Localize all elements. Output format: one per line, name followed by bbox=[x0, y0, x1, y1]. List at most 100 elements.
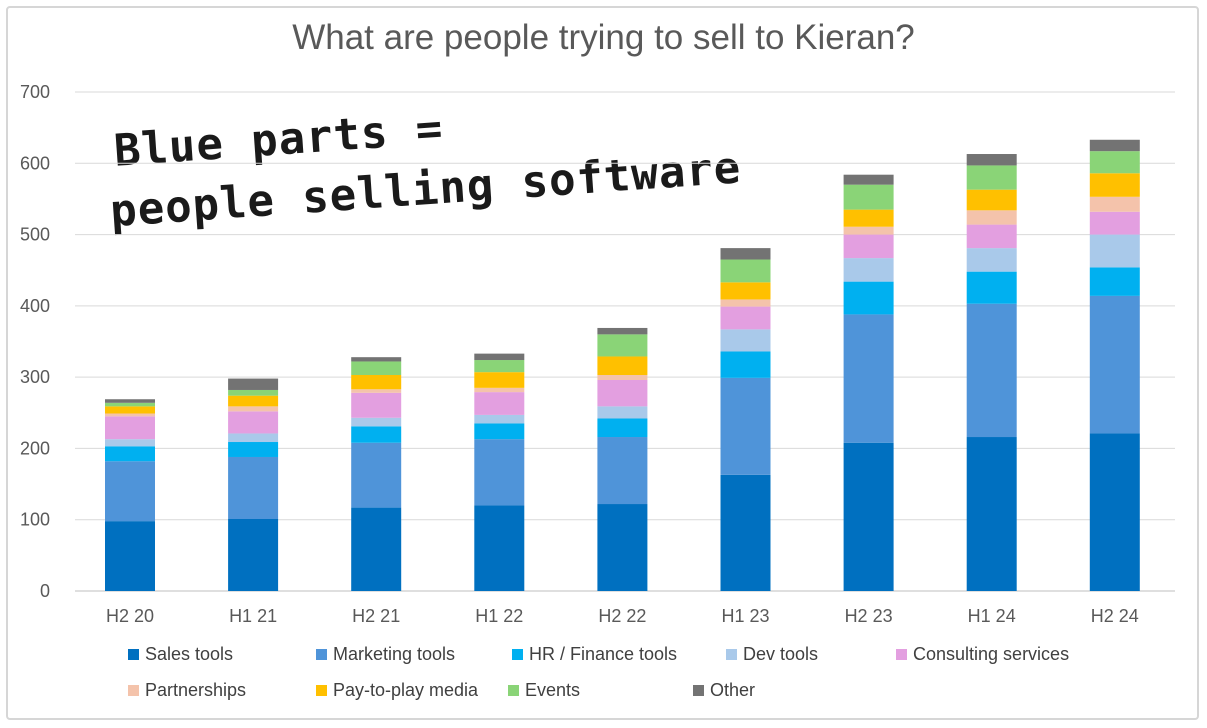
legend-swatch bbox=[896, 649, 907, 660]
bar-segment bbox=[228, 406, 279, 412]
bar-segment bbox=[597, 437, 648, 505]
bar-segment bbox=[966, 224, 1017, 249]
bar-segment bbox=[843, 234, 894, 259]
bar-segment bbox=[720, 282, 771, 300]
bar-segment bbox=[966, 303, 1017, 438]
bar-segment bbox=[597, 504, 648, 591]
bar-segment bbox=[720, 377, 771, 475]
bar-segment bbox=[228, 519, 279, 591]
legend-swatch bbox=[726, 649, 737, 660]
chart-title: What are people trying to sell to Kieran… bbox=[292, 18, 915, 57]
legend-swatch bbox=[128, 649, 139, 660]
bar-stack bbox=[1089, 139, 1140, 591]
y-axis-ticks: 0 100 200 300 400 500 600 700 bbox=[20, 82, 50, 601]
x-tick-label: H1 22 bbox=[475, 606, 523, 626]
bar-stack bbox=[966, 154, 1017, 591]
bar-segment bbox=[597, 375, 648, 380]
bar-segment bbox=[1089, 234, 1140, 268]
bar-segment bbox=[474, 505, 525, 591]
x-tick-label: H2 24 bbox=[1091, 606, 1139, 626]
legend-swatch bbox=[512, 649, 523, 660]
bar-segment bbox=[351, 417, 402, 427]
bar-segment bbox=[1089, 267, 1140, 296]
bar-segment bbox=[843, 209, 894, 227]
legend-item: Marketing tools bbox=[316, 644, 455, 665]
bar-segment bbox=[1089, 433, 1140, 591]
bar-segment bbox=[843, 174, 894, 185]
bar-segment bbox=[720, 248, 771, 260]
bar-stack bbox=[843, 174, 894, 591]
bar-segment bbox=[597, 327, 648, 335]
x-tick-label: H1 23 bbox=[721, 606, 769, 626]
y-tick-label: 200 bbox=[20, 438, 50, 458]
bar-segment bbox=[966, 248, 1017, 272]
legend-swatch bbox=[693, 685, 704, 696]
bar-segment bbox=[966, 189, 1017, 211]
x-tick-label: H2 21 bbox=[352, 606, 400, 626]
bar-segment bbox=[966, 154, 1017, 166]
legend-item: Events bbox=[508, 680, 580, 701]
legend-label: Consulting services bbox=[913, 644, 1070, 664]
bar-segment bbox=[843, 314, 894, 443]
bar-stack bbox=[597, 327, 648, 591]
bar-segment bbox=[351, 361, 402, 376]
bar-segment bbox=[1089, 151, 1140, 174]
legend-item: Partnerships bbox=[128, 680, 246, 701]
bar-segment bbox=[228, 433, 279, 443]
bar-segment bbox=[351, 389, 402, 393]
bar-segment bbox=[843, 258, 894, 282]
x-tick-label: H2 23 bbox=[845, 606, 893, 626]
bar-segment bbox=[351, 426, 402, 443]
bar-segment bbox=[105, 416, 155, 440]
legend-item: Consulting services bbox=[896, 644, 1069, 665]
bar-segment bbox=[351, 392, 402, 418]
bar-segment bbox=[720, 351, 771, 378]
legend-item: Sales tools bbox=[128, 644, 233, 665]
bar-segment bbox=[474, 360, 525, 373]
bar-segment bbox=[105, 399, 155, 403]
bar-segment bbox=[720, 306, 771, 330]
bar-segment bbox=[720, 259, 771, 283]
legend-item: Dev tools bbox=[726, 644, 818, 665]
bar-segment bbox=[474, 423, 525, 440]
bar-segment bbox=[597, 334, 648, 357]
bar-segment bbox=[966, 437, 1017, 591]
bar-segment bbox=[228, 378, 279, 390]
bar-segment bbox=[105, 439, 155, 447]
bar-segment bbox=[105, 446, 155, 462]
stacked-bar-chart: 0 100 200 300 400 500 600 700 H2 20 H1 21 H2 21 H1… bbox=[20, 82, 1175, 626]
bar-stack bbox=[228, 378, 279, 591]
legend-swatch bbox=[508, 685, 519, 696]
bar-segment bbox=[597, 379, 648, 407]
bar-segment bbox=[597, 356, 648, 376]
legend-item: HR / Finance tools bbox=[512, 644, 677, 665]
bar-segment bbox=[351, 375, 402, 390]
legend-label: Pay-to-play media bbox=[333, 680, 479, 700]
bar-segment bbox=[105, 461, 155, 522]
bar-stack bbox=[105, 399, 155, 591]
bar-segment bbox=[228, 456, 279, 520]
x-tick-label: H2 22 bbox=[598, 606, 646, 626]
y-tick-label: 100 bbox=[20, 510, 50, 530]
bar-segment bbox=[474, 392, 525, 415]
bar-segment bbox=[474, 439, 525, 506]
bar-segment bbox=[105, 413, 155, 417]
bar-segment bbox=[597, 406, 648, 419]
bar-segment bbox=[597, 418, 648, 438]
bar-segment bbox=[474, 372, 525, 388]
bar-segment bbox=[966, 210, 1017, 225]
bar-segment bbox=[843, 184, 894, 210]
legend-swatch bbox=[316, 685, 327, 696]
legend-swatch bbox=[128, 685, 139, 696]
bar-segment bbox=[1089, 295, 1140, 434]
bar-segment bbox=[474, 414, 525, 424]
bar-segment bbox=[351, 442, 402, 508]
bar-segment bbox=[720, 474, 771, 591]
legend-label: Marketing tools bbox=[333, 644, 456, 664]
bar-segment bbox=[105, 521, 155, 591]
legend-item: Other bbox=[693, 680, 755, 701]
legend-label: Other bbox=[710, 680, 756, 700]
legend-label: HR / Finance tools bbox=[529, 644, 678, 664]
y-tick-label: 400 bbox=[20, 296, 50, 316]
bar-stacks bbox=[105, 139, 1140, 591]
